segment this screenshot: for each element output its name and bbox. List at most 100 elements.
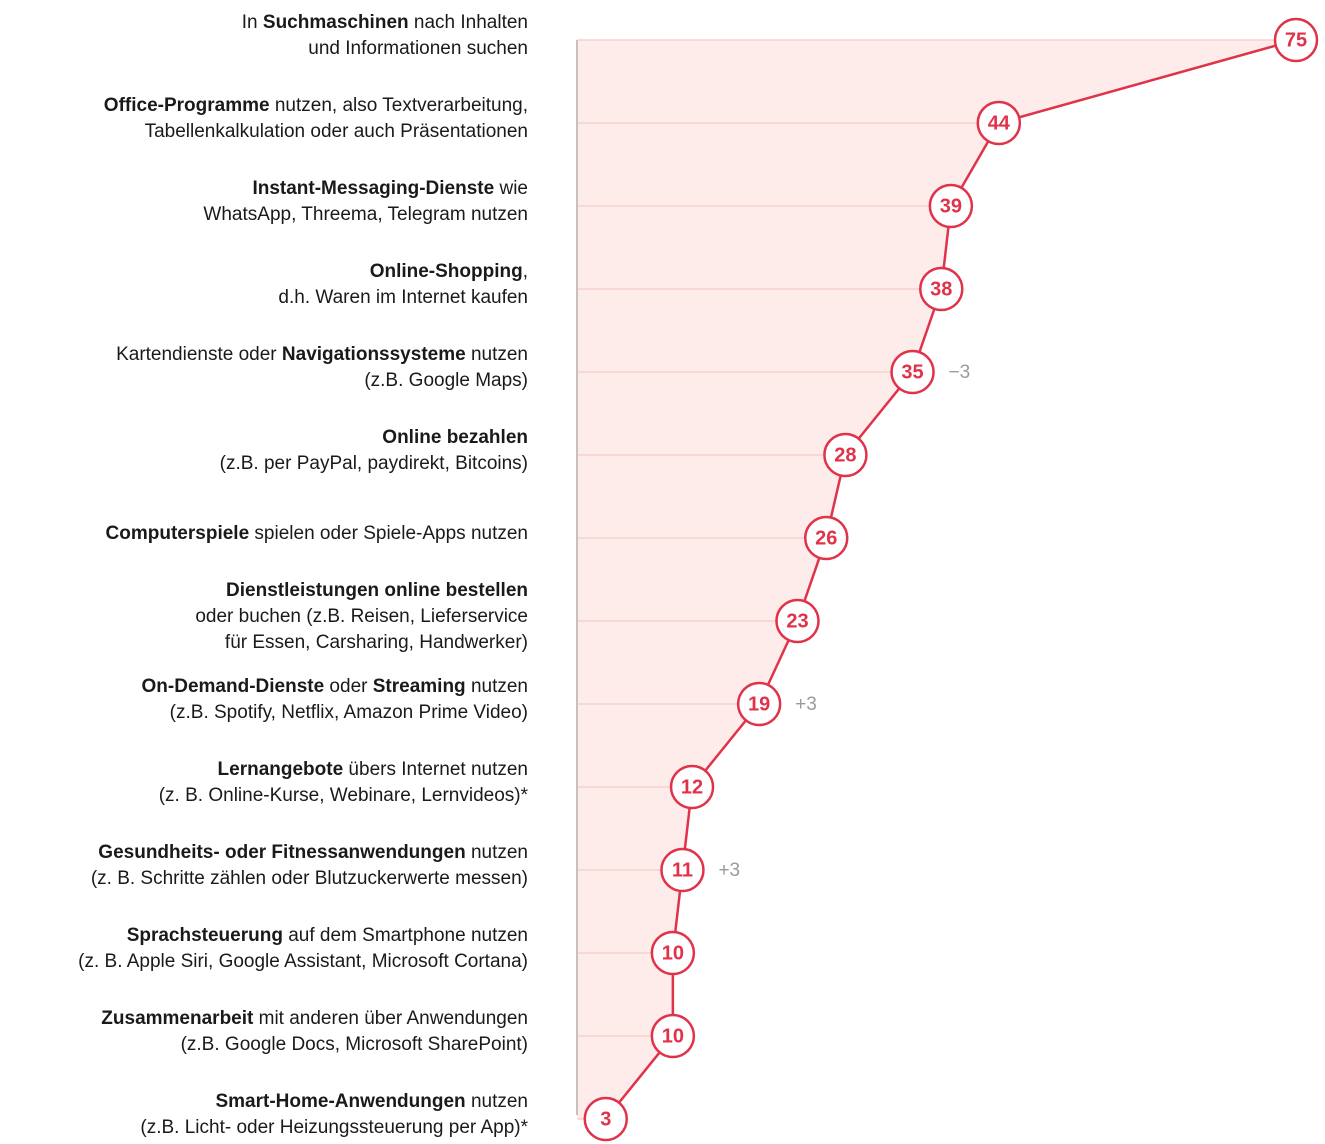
category-text: Smart-Home-Anwendungen <box>215 1091 465 1112</box>
category-text: nutzen <box>466 842 528 863</box>
category-text: (z. B. Apple Siri, Google Assistant, Mic… <box>78 951 528 972</box>
category-text: wie <box>494 178 528 199</box>
category-text: (z.B. Google Maps) <box>364 370 528 391</box>
category-label: (z.B. Google Maps) <box>364 370 528 391</box>
category-text: Sprachsteuerung <box>127 925 283 946</box>
category-text: Suchmaschinen <box>263 12 409 33</box>
category-text: Streaming <box>373 676 466 697</box>
change-label: +3 <box>718 860 740 881</box>
category-text: Instant-Messaging-Dienste <box>252 178 494 199</box>
category-text: (z.B. per PayPal, paydirekt, Bitcoins) <box>220 453 528 474</box>
category-label: Kartendienste oder Navigationssysteme nu… <box>116 344 528 365</box>
category-text: Lernangebote <box>218 759 344 780</box>
category-text: (z.B. Google Docs, Microsoft SharePoint) <box>181 1034 528 1055</box>
category-text: oder <box>324 676 373 697</box>
category-text: nutzen <box>466 344 528 365</box>
category-text: On-Demand-Dienste <box>142 676 325 697</box>
area <box>577 40 1296 1119</box>
value-label: 75 <box>1285 29 1307 51</box>
category-text: übers Internet nutzen <box>343 759 528 780</box>
category-label: für Essen, Carsharing, Handwerker) <box>225 632 528 653</box>
category-label: Zusammenarbeit mit anderen über Anwendun… <box>101 1008 528 1029</box>
category-text: für Essen, Carsharing, Handwerker) <box>225 632 528 653</box>
category-label: (z.B. per PayPal, paydirekt, Bitcoins) <box>220 453 528 474</box>
category-text: nutzen <box>466 1091 528 1112</box>
value-label: 44 <box>988 112 1011 134</box>
category-label: (z.B. Google Docs, Microsoft SharePoint) <box>181 1034 528 1055</box>
category-label: Dienstleistungen online bestellen <box>226 580 528 601</box>
value-label: 28 <box>834 444 856 466</box>
value-label: 3 <box>600 1108 611 1130</box>
value-label: 10 <box>662 942 684 964</box>
category-text: Dienstleistungen online bestellen <box>226 580 528 601</box>
category-text: (z.B. Spotify, Netflix, Amazon Prime Vid… <box>170 702 528 723</box>
value-label: 38 <box>930 278 952 300</box>
point <box>919 266 964 312</box>
category-text: In <box>242 12 263 33</box>
value-label: 39 <box>940 195 962 217</box>
category-text: und Informationen suchen <box>308 38 528 59</box>
category-label: (z. B. Apple Siri, Google Assistant, Mic… <box>78 951 528 972</box>
category-label: In Suchmaschinen nach Inhalten <box>242 12 528 33</box>
category-text: WhatsApp, Threema, Telegram nutzen <box>203 204 528 225</box>
category-text: , <box>523 261 528 282</box>
value-label: 10 <box>662 1025 684 1047</box>
point <box>890 349 935 395</box>
category-label: (z. B. Online-Kurse, Webinare, Lernvideo… <box>159 785 529 806</box>
category-label: Gesundheits- oder Fitnessanwendungen nut… <box>98 842 528 863</box>
value-label: 11 <box>672 859 693 881</box>
change-label: +3 <box>795 694 817 715</box>
category-text: Computerspiele <box>106 523 250 544</box>
category-text: Gesundheits- oder Fitnessanwendungen <box>98 842 465 863</box>
point <box>583 1096 629 1142</box>
category-label: und Informationen suchen <box>308 38 528 59</box>
category-label: Online bezahlen <box>382 427 528 448</box>
category-label: Online-Shopping, <box>370 261 528 282</box>
category-text: nach Inhalten <box>409 12 528 33</box>
category-label: Smart-Home-Anwendungen nutzen <box>215 1091 528 1112</box>
point <box>736 681 782 727</box>
category-label: d.h. Waren im Internet kaufen <box>278 287 528 308</box>
category-text: auf dem Smartphone nutzen <box>283 925 528 946</box>
change-label: −3 <box>949 362 971 383</box>
category-label: (z. B. Schritte zählen oder Blutzuckerwe… <box>91 868 528 889</box>
category-label: On-Demand-Dienste oder Streaming nutzen <box>142 676 528 697</box>
category-text: spielen oder Spiele-Apps nutzen <box>249 523 528 544</box>
category-text: d.h. Waren im Internet kaufen <box>278 287 528 308</box>
category-label: Sprachsteuerung auf dem Smartphone nutze… <box>127 925 528 946</box>
point <box>669 764 715 810</box>
category-label: (z.B. Licht- oder Heizungssteuerung per … <box>140 1117 528 1138</box>
value-label: 12 <box>681 776 703 798</box>
category-text: Tabellenkalkulation oder auch Präsentati… <box>145 121 528 142</box>
category-label: oder buchen (z.B. Reisen, Lieferservice <box>195 606 528 627</box>
category-text: nutzen, also Textverarbeitung, <box>270 95 528 116</box>
category-text: Navigationssysteme <box>282 344 466 365</box>
category-label: Tabellenkalkulation oder auch Präsentati… <box>145 121 528 142</box>
value-label: 35 <box>901 361 923 383</box>
point <box>660 847 705 893</box>
point <box>928 183 974 229</box>
category-text: Online-Shopping <box>370 261 523 282</box>
category-text: (z. B. Schritte zählen oder Blutzuckerwe… <box>91 868 528 889</box>
category-text: mit anderen über Anwendungen <box>253 1008 528 1029</box>
point <box>775 598 820 644</box>
point <box>804 515 849 561</box>
value-label: 26 <box>815 527 837 549</box>
point <box>1273 17 1319 63</box>
category-label: Computerspiele spielen oder Spiele-Apps … <box>106 523 528 544</box>
category-label: Lernangebote übers Internet nutzen <box>218 759 528 780</box>
category-text: (z.B. Licht- oder Heizungssteuerung per … <box>140 1117 528 1138</box>
category-text: nutzen <box>466 676 528 697</box>
category-label: Office-Programme nutzen, also Textverarb… <box>104 95 528 116</box>
point <box>976 100 1022 146</box>
category-text: Online bezahlen <box>382 427 528 448</box>
category-text: Zusammenarbeit <box>101 1008 254 1029</box>
category-label: Instant-Messaging-Dienste wie <box>252 178 528 199</box>
category-text: (z. B. Online-Kurse, Webinare, Lernvideo… <box>159 785 529 806</box>
value-label: 23 <box>786 610 808 632</box>
point <box>823 432 868 478</box>
point <box>650 930 696 976</box>
category-label: WhatsApp, Threema, Telegram nutzen <box>203 204 528 225</box>
category-label: (z.B. Spotify, Netflix, Amazon Prime Vid… <box>170 702 528 723</box>
